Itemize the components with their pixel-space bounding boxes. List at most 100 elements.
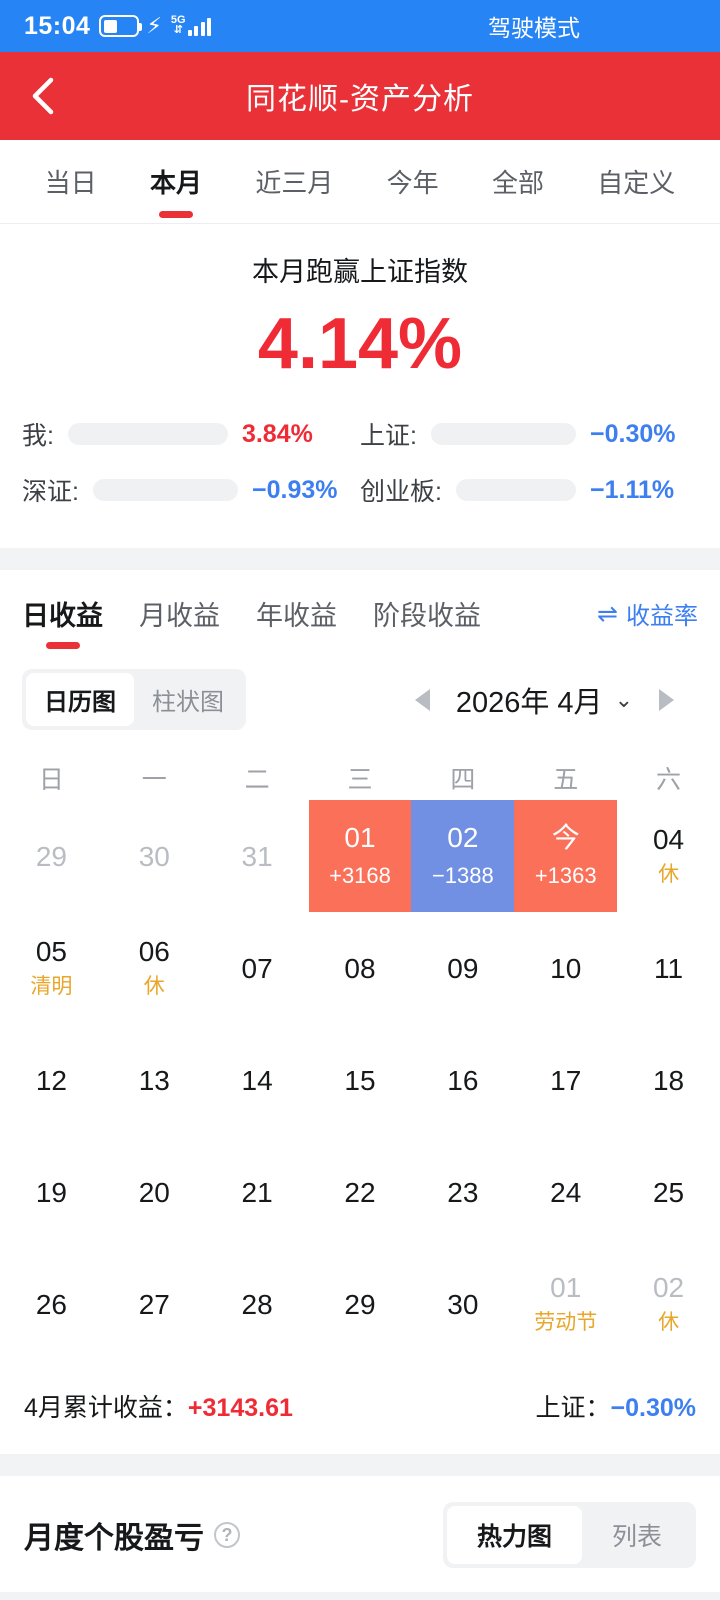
tab-daily-return[interactable]: 日收益 bbox=[22, 594, 103, 633]
calendar-day-cell[interactable]: 24 bbox=[514, 1136, 617, 1248]
tab-zidingyi[interactable]: 自定义 bbox=[597, 168, 676, 198]
tab-jinnian[interactable]: 今年 bbox=[386, 168, 439, 198]
calendar-day-cell[interactable]: 04 休 bbox=[617, 800, 720, 912]
index-comparison: 我: 3.84% 上证: −0.30% 深证: −0.93% 创业板: −1.1… bbox=[0, 394, 720, 549]
next-month-icon[interactable] bbox=[659, 688, 674, 711]
calendar-day-cell[interactable]: 13 bbox=[103, 1024, 206, 1136]
calendar-day-cell[interactable]: 17 bbox=[514, 1024, 617, 1136]
calendar-day-cell[interactable]: 02 休 bbox=[617, 1248, 720, 1360]
calendar-day-cell[interactable]: 15 bbox=[309, 1024, 412, 1136]
calendar-day-cell[interactable]: 22 bbox=[309, 1136, 412, 1248]
chevron-left-icon bbox=[32, 77, 54, 115]
calendar-day-number: 18 bbox=[652, 1064, 685, 1096]
back-button[interactable] bbox=[26, 77, 60, 115]
weekday-sat: 六 bbox=[656, 766, 682, 795]
weekday-header: 日 一 二 三 四 五 六 bbox=[0, 742, 720, 800]
calendar-day-note: 休 bbox=[658, 1310, 680, 1334]
calendar-day-number: 01 bbox=[550, 1271, 582, 1303]
calendar-day-cell[interactable]: 18 bbox=[617, 1024, 720, 1136]
swap-icon: ⇌ bbox=[597, 599, 618, 628]
calendar-day-cell[interactable]: 27 bbox=[103, 1248, 206, 1360]
weekday-tue: 二 bbox=[244, 766, 270, 795]
calendar-day-number: 05 bbox=[35, 935, 67, 967]
comparison-label: 创业板: bbox=[360, 478, 442, 507]
tab-quanbu[interactable]: 全部 bbox=[491, 168, 544, 198]
section-divider bbox=[0, 548, 720, 571]
comparison-row: 我: 3.84% 上证: −0.30% bbox=[22, 406, 698, 462]
tab-monthly-return[interactable]: 月收益 bbox=[139, 601, 220, 632]
calendar-day-cell[interactable]: 05 清明 bbox=[0, 912, 103, 1024]
tab-dangri[interactable]: 当日 bbox=[44, 168, 97, 198]
calendar-day-cell[interactable]: 26 bbox=[0, 1248, 103, 1360]
view-mode-calendar[interactable]: 日历图 bbox=[26, 673, 134, 727]
calendar-day-cell[interactable]: 01 +3168 bbox=[308, 800, 412, 913]
signal-bars-icon bbox=[187, 16, 212, 36]
tab-stage-return[interactable]: 阶段收益 bbox=[373, 601, 481, 632]
tab-yearly-return[interactable]: 年收益 bbox=[256, 601, 337, 632]
calendar-day-number: 10 bbox=[550, 952, 582, 984]
calendar-day-cell[interactable]: 29 bbox=[309, 1248, 412, 1360]
calendar-day-number: 11 bbox=[654, 952, 684, 984]
pnl-view-segmented-control: 热力图 列表 bbox=[442, 1502, 696, 1569]
returns-card: 日收益 月收益 年收益 阶段收益 ⇌ 收益率 日历图 柱状图 2026年 4月 … bbox=[0, 570, 720, 1455]
calendar-day-cell[interactable]: 30 bbox=[411, 1248, 514, 1360]
network-type-label: 5G bbox=[170, 14, 186, 27]
calendar-day-cell[interactable]: 28 bbox=[206, 1248, 309, 1360]
period-tab-bar: 当日 本月 近三月 今年 全部 自定义 bbox=[0, 140, 720, 224]
calendar-day-cell[interactable]: 19 bbox=[0, 1136, 103, 1248]
weekday-thu: 四 bbox=[450, 766, 476, 795]
calendar-day-cell[interactable]: 今 +1363 bbox=[514, 800, 618, 913]
pnl-view-heatmap[interactable]: 热力图 bbox=[446, 1506, 582, 1565]
weekday-mon: 一 bbox=[141, 766, 167, 795]
calendar-day-cell[interactable]: 20 bbox=[103, 1136, 206, 1248]
comparison-bar-track bbox=[92, 479, 238, 502]
calendar-day-number: 20 bbox=[138, 1176, 170, 1208]
hero-block: 本月跑赢上证指数 4.14% bbox=[0, 224, 720, 395]
calendar-day-note: 休 bbox=[658, 862, 680, 886]
calendar-day-cell[interactable]: 21 bbox=[206, 1136, 309, 1248]
return-rate-toggle[interactable]: ⇌ 收益率 bbox=[597, 596, 698, 631]
calendar-day-number: 29 bbox=[344, 1288, 376, 1320]
calendar-day-cell[interactable]: 09 bbox=[411, 912, 514, 1024]
calendar-day-number: 08 bbox=[344, 952, 376, 984]
calendar-day-cell[interactable]: 02 −1388 bbox=[411, 800, 515, 913]
calendar-day-number: 今 bbox=[551, 822, 580, 854]
comparison-item-me: 我: 3.84% bbox=[22, 416, 360, 452]
calendar-day-cell[interactable]: 07 bbox=[206, 912, 309, 1024]
calendar-day-cell[interactable]: 11 bbox=[617, 912, 720, 1024]
page-title: 同花顺-资产分析 bbox=[246, 83, 474, 116]
calendar-day-cell[interactable]: 16 bbox=[411, 1024, 514, 1136]
calendar-day-cell[interactable]: 06 休 bbox=[103, 912, 206, 1024]
calendar-day-cell[interactable]: 30 bbox=[103, 800, 206, 912]
tab-benyue[interactable]: 本月 bbox=[148, 157, 204, 206]
calendar-footer: 4月累计收益：+3143.61 上证：−0.30% bbox=[0, 1360, 720, 1454]
calendar-day-number: 01 bbox=[344, 822, 376, 854]
calendar-day-cell[interactable]: 14 bbox=[206, 1024, 309, 1136]
calendar-day-cell[interactable]: 08 bbox=[309, 912, 412, 1024]
view-mode-bar-chart[interactable]: 柱状图 bbox=[152, 689, 224, 717]
calendar-day-number: 29 bbox=[35, 840, 67, 872]
comparison-item-chuangyeban: 创业板: −1.11% bbox=[360, 472, 698, 508]
comparison-label: 深证: bbox=[22, 478, 79, 507]
lightning-bolt-icon: ⚡ bbox=[146, 13, 162, 38]
prev-month-icon[interactable] bbox=[414, 688, 430, 711]
calendar-day-number: 26 bbox=[35, 1288, 67, 1320]
driving-mode-label: 驾驶模式 bbox=[488, 15, 580, 41]
calendar-day-cell[interactable]: 10 bbox=[514, 912, 617, 1024]
calendar-day-number: 22 bbox=[344, 1176, 376, 1208]
calendar-day-number: 02 bbox=[447, 822, 479, 854]
calendar-day-cell[interactable]: 29 bbox=[0, 800, 103, 912]
calendar-day-cell[interactable]: 25 bbox=[617, 1136, 720, 1248]
calendar-day-number: 28 bbox=[241, 1288, 273, 1320]
calendar-day-cell[interactable]: 23 bbox=[411, 1136, 514, 1248]
comparison-value: 3.84% bbox=[241, 419, 313, 448]
pnl-view-list[interactable]: 列表 bbox=[611, 1523, 662, 1552]
calendar-day-cell[interactable]: 12 bbox=[0, 1024, 103, 1136]
month-selector[interactable]: 2026年 4月 ⌄ bbox=[456, 679, 633, 721]
tab-jinsanyue[interactable]: 近三月 bbox=[255, 168, 334, 198]
calendar-day-cell[interactable]: 01 劳动节 bbox=[514, 1248, 617, 1360]
calendar-day-cell[interactable]: 31 bbox=[206, 800, 309, 912]
weekday-fri: 五 bbox=[553, 766, 579, 795]
question-mark-icon[interactable]: ? bbox=[214, 1522, 240, 1549]
